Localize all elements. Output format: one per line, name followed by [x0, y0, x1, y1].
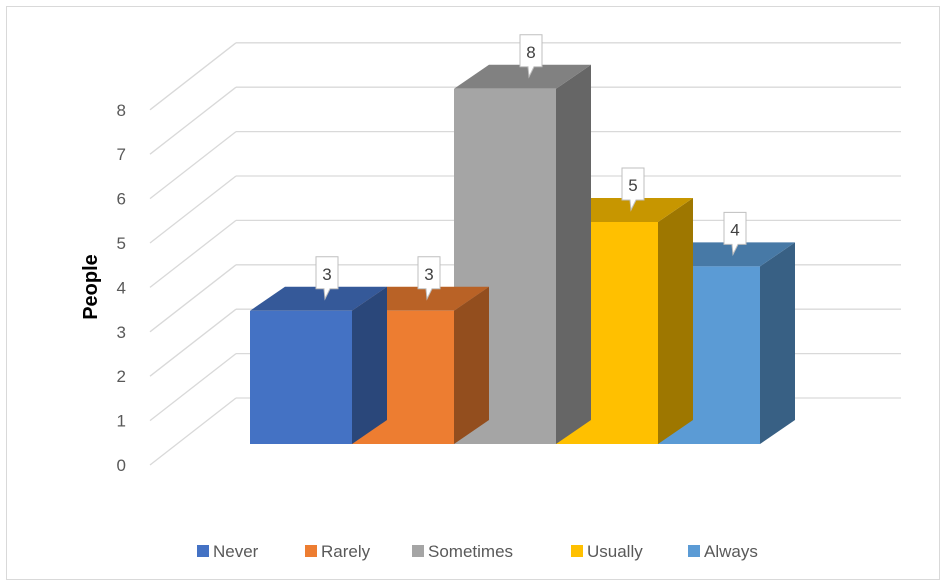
data-label-rarely: 3 — [417, 256, 441, 301]
y-tick-label: 8 — [117, 101, 126, 120]
data-label-callout — [315, 256, 339, 301]
legend-swatch — [305, 545, 317, 557]
bars — [250, 64, 795, 445]
legend-swatch — [197, 545, 209, 557]
data-label-callout — [519, 34, 543, 79]
bar-side — [658, 198, 693, 444]
data-label-value: 4 — [730, 220, 739, 239]
gridline-side — [149, 219, 237, 288]
gridline-side — [149, 353, 237, 422]
data-label-callout — [417, 256, 441, 301]
bar-side — [454, 286, 489, 444]
legend-label: Usually — [587, 542, 643, 561]
data-label-callout — [621, 167, 645, 212]
legend-label: Never — [213, 542, 259, 561]
legend-item-sometimes: Sometimes — [412, 542, 513, 561]
data-label-always: 4 — [723, 211, 747, 257]
y-tick-label: 1 — [117, 412, 126, 431]
y-tick-label: 2 — [117, 367, 126, 386]
bar-top — [250, 286, 387, 311]
data-label-never: 3 — [315, 256, 339, 301]
data-label-sometimes: 8 — [519, 34, 543, 79]
gridline-side — [149, 308, 237, 377]
gridline-side — [149, 86, 237, 155]
bar-side — [760, 242, 795, 444]
bar-front — [250, 310, 352, 444]
data-label-value: 3 — [322, 265, 331, 284]
legend-swatch — [412, 545, 424, 557]
legend-swatch — [688, 545, 700, 557]
data-label-callout — [723, 211, 747, 257]
legend: Never Rarely Sometimes Usually Always — [197, 542, 758, 561]
bar-never — [250, 286, 387, 444]
y-tick-label: 7 — [117, 145, 126, 164]
gridline-side — [149, 42, 237, 111]
data-label-value: 8 — [526, 43, 535, 62]
y-tick-label: 4 — [117, 278, 126, 297]
bar-side — [556, 64, 591, 445]
data-label-usually: 5 — [621, 167, 645, 212]
y-axis-ticks: 0 1 2 3 4 5 6 7 8 — [117, 101, 126, 475]
gridline-side — [149, 264, 237, 333]
y-tick-label: 3 — [117, 323, 126, 342]
legend-label: Rarely — [321, 542, 371, 561]
y-tick-label: 5 — [117, 234, 126, 253]
gridline-side — [149, 131, 237, 200]
legend-label: Always — [704, 542, 758, 561]
bar-side — [352, 286, 387, 444]
y-axis-label: People — [80, 254, 102, 320]
data-labels: 3 3 8 5 4 — [315, 34, 747, 301]
gridline-side — [149, 175, 237, 244]
legend-swatch — [571, 545, 583, 557]
bar-top — [454, 64, 591, 89]
legend-item-always: Always — [688, 542, 758, 561]
legend-item-usually: Usually — [571, 542, 643, 561]
data-label-value: 5 — [628, 176, 637, 195]
legend-item-never: Never — [197, 542, 259, 561]
legend-item-rarely: Rarely — [305, 542, 371, 561]
legend-label: Sometimes — [428, 542, 513, 561]
y-tick-label: 0 — [117, 456, 126, 475]
y-tick-label: 6 — [117, 190, 126, 209]
gridline-side — [149, 397, 237, 466]
data-label-value: 3 — [424, 265, 433, 284]
